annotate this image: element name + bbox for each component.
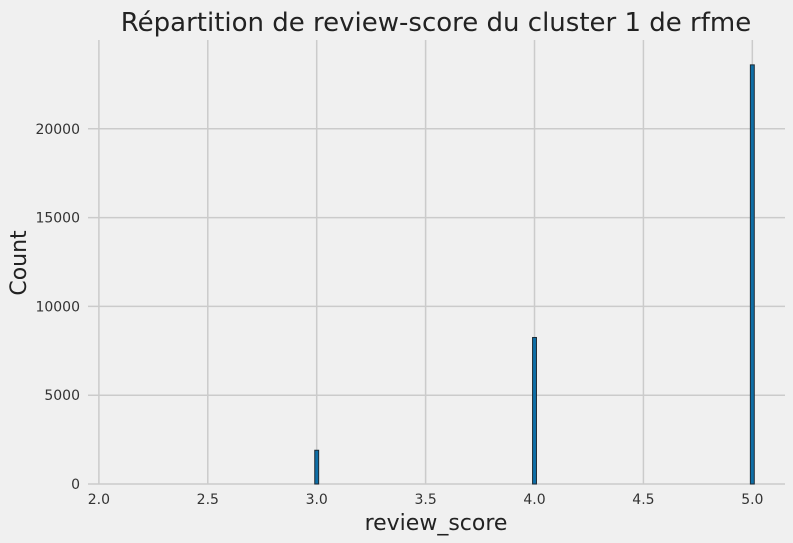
y-tick-label: 5000 xyxy=(44,388,80,404)
histogram-bar xyxy=(532,336,537,485)
histogram-bar xyxy=(314,449,320,485)
x-axis-title: review_score xyxy=(365,511,508,536)
x-tick-label: 2.5 xyxy=(197,492,219,508)
y-tick-labels: 0 5000 10000 15000 20000 xyxy=(35,122,80,493)
x-gridlines xyxy=(98,40,754,484)
y-tick-label: 20000 xyxy=(35,122,80,138)
x-tick-label: 4.0 xyxy=(523,492,545,508)
x-tick-label: 3.5 xyxy=(414,492,436,508)
x-tick-label: 3.0 xyxy=(306,492,328,508)
y-tick-label: 10000 xyxy=(35,299,80,315)
chart-title: Répartition de review-score du cluster 1… xyxy=(121,8,751,38)
y-tick-label: 0 xyxy=(71,477,80,493)
y-gridlines xyxy=(88,128,785,485)
y-axis-title: Count xyxy=(7,230,32,296)
bars xyxy=(314,64,755,485)
x-tick-label: 5.0 xyxy=(741,492,763,508)
histogram-bar xyxy=(749,64,755,485)
x-tick-label: 4.5 xyxy=(632,492,654,508)
x-tick-label: 2.0 xyxy=(88,492,110,508)
y-tick-label: 15000 xyxy=(35,211,80,227)
x-tick-labels: 2.0 2.5 3.0 3.5 4.0 4.5 5.0 xyxy=(88,492,764,508)
